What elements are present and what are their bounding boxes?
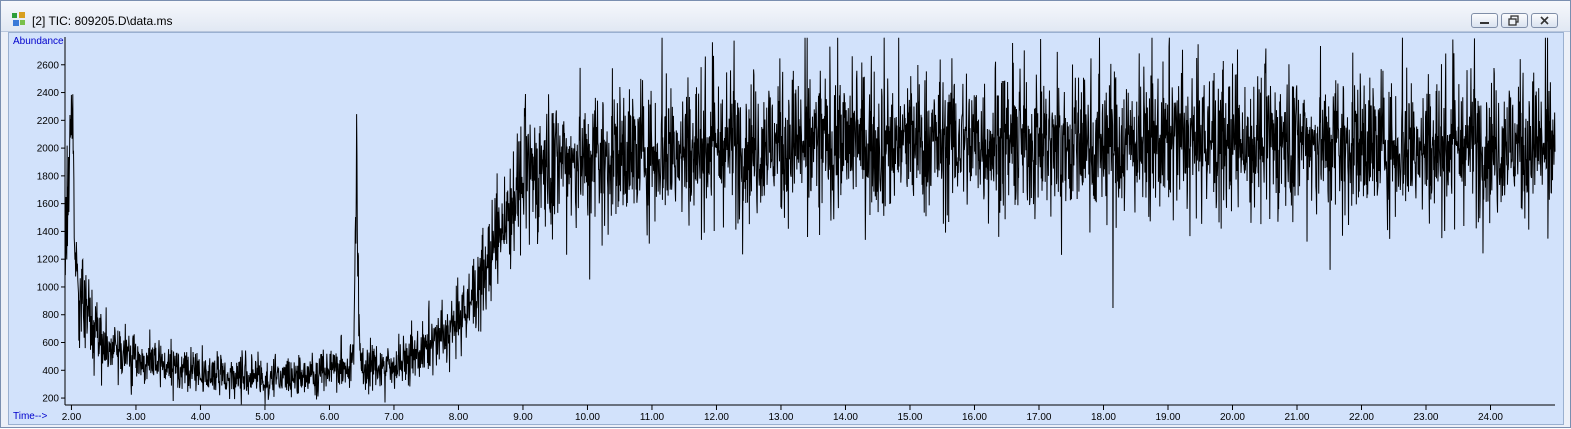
y-tick-label: 600 [42, 338, 59, 349]
chromatogram-chart: 2.00 3.00 4.00 5.00 6.00 7.00 8.00 9.00 10.00 11.… [13, 36, 1556, 423]
close-icon [1540, 16, 1549, 25]
restore-icon [1508, 15, 1519, 26]
x-tick-label: 10.00 [575, 412, 600, 423]
x-tick-label: 22.00 [1349, 412, 1374, 423]
window-title: [2] TIC: 809205.D\data.ms [32, 14, 173, 28]
chromatogram-plot-area[interactable]: 2.00 3.00 4.00 5.00 6.00 7.00 8.00 9.00 10.00 11.… [8, 32, 1564, 425]
x-tick-label: 19.00 [1155, 412, 1180, 423]
minimize-icon [1480, 22, 1489, 24]
y-tick-label: 1000 [37, 282, 60, 293]
y-tick-label: 200 [42, 394, 59, 405]
x-axis-label: Time--> [13, 411, 48, 422]
x-tick-label: 20.00 [1220, 412, 1245, 423]
x-tick-label: 9.00 [513, 412, 533, 423]
x-tick-label: 23.00 [1413, 412, 1438, 423]
x-tick-label: 24.00 [1478, 412, 1503, 423]
x-tick-label: 7.00 [384, 412, 404, 423]
y-tick-label: 1400 [37, 227, 60, 238]
y-tick-label: 1800 [37, 171, 60, 182]
y-tick-label: 2000 [37, 144, 60, 155]
x-tick-label: 4.00 [191, 412, 211, 423]
y-tick-label: 1200 [37, 255, 60, 266]
minimize-button[interactable] [1471, 13, 1498, 28]
x-tick-label: 17.00 [1026, 412, 1051, 423]
x-tick-label: 2.00 [62, 412, 82, 423]
y-tick-label: 2400 [37, 88, 60, 99]
y-tick-label: 400 [42, 366, 59, 377]
chromatogram-app-icon [12, 12, 25, 26]
x-tick-label: 15.00 [897, 412, 922, 423]
x-tick-label: 11.00 [640, 412, 665, 423]
y-tick-label: 2200 [37, 116, 60, 127]
y-tick-label: 2600 [37, 60, 60, 71]
x-tick-label: 5.00 [255, 412, 275, 423]
x-tick-label: 13.00 [768, 412, 793, 423]
x-tick-label: 8.00 [449, 412, 469, 423]
y-tick-label: 800 [42, 310, 59, 321]
tic-trace [64, 37, 1556, 405]
x-tick-label: 14.00 [833, 412, 858, 423]
x-tick-label: 12.00 [704, 412, 729, 423]
y-tick-label: 1600 [37, 199, 60, 210]
x-tick-label: 3.00 [126, 412, 146, 423]
x-tick-label: 21.00 [1284, 412, 1309, 423]
x-tick-label: 18.00 [1091, 412, 1116, 423]
y-axis-label: Abundance [13, 36, 64, 47]
restore-button[interactable] [1501, 13, 1528, 28]
x-tick-label: 16.00 [962, 412, 987, 423]
close-button[interactable] [1531, 13, 1558, 28]
window-titlebar[interactable]: [2] TIC: 809205.D\data.ms [1, 1, 1570, 32]
x-tick-label: 6.00 [320, 412, 340, 423]
